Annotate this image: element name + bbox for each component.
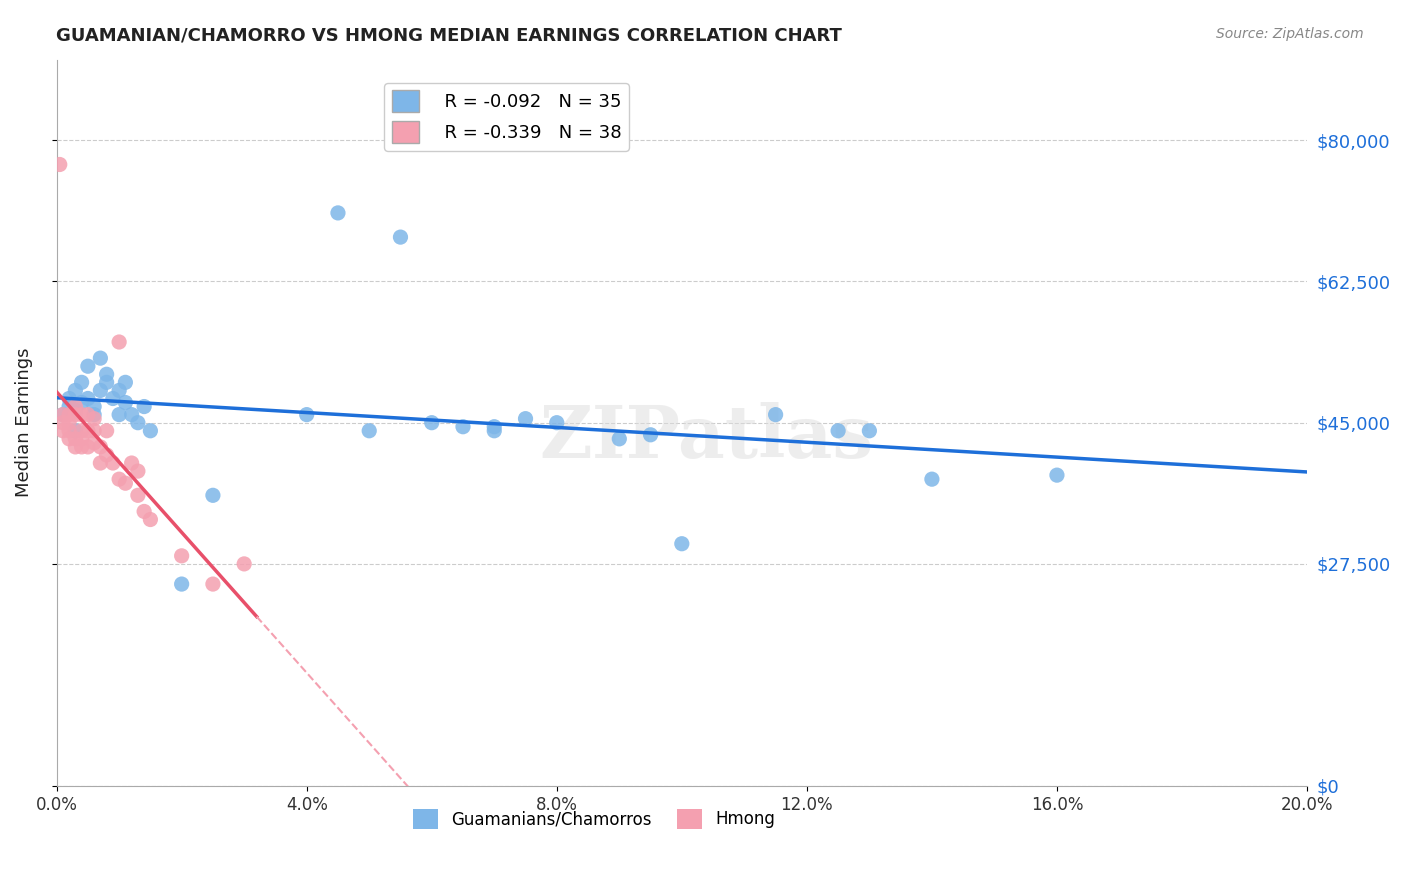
Point	[359, 424, 381, 438]
Point	[65, 432, 87, 446]
Point	[96, 368, 118, 382]
Point	[114, 395, 136, 409]
Point	[76, 424, 98, 438]
Point	[420, 416, 443, 430]
Point	[58, 400, 80, 414]
Point	[233, 557, 256, 571]
Point	[83, 411, 105, 425]
Point	[389, 230, 412, 244]
Point	[114, 476, 136, 491]
Point	[114, 376, 136, 390]
Point	[139, 424, 162, 438]
Point	[134, 504, 156, 518]
Point	[83, 408, 105, 422]
Point	[76, 392, 98, 406]
Point	[76, 359, 98, 374]
Point	[139, 512, 162, 526]
Point	[484, 419, 506, 434]
Point	[108, 472, 131, 486]
Point	[108, 334, 131, 349]
Point	[101, 392, 124, 406]
Point	[127, 488, 149, 502]
Point	[65, 403, 87, 417]
Point	[201, 488, 224, 502]
Text: ZIPatlas: ZIPatlas	[540, 401, 875, 473]
Point	[170, 577, 193, 591]
Point	[295, 408, 318, 422]
Point	[76, 408, 98, 422]
Point	[451, 419, 474, 434]
Point	[70, 424, 93, 438]
Point	[858, 424, 880, 438]
Point	[65, 440, 87, 454]
Point	[127, 464, 149, 478]
Point	[58, 392, 80, 406]
Point	[96, 376, 118, 390]
Text: GUAMANIAN/CHAMORRO VS HMONG MEDIAN EARNINGS CORRELATION CHART: GUAMANIAN/CHAMORRO VS HMONG MEDIAN EARNI…	[56, 27, 842, 45]
Point	[96, 448, 118, 462]
Point	[546, 416, 568, 430]
Point	[70, 408, 93, 422]
Y-axis label: Median Earnings: Median Earnings	[15, 348, 32, 498]
Point	[671, 537, 693, 551]
Point	[83, 424, 105, 438]
Point	[640, 427, 662, 442]
Point	[52, 408, 75, 422]
Point	[96, 424, 118, 438]
Point	[83, 435, 105, 450]
Point	[170, 549, 193, 563]
Point	[52, 416, 75, 430]
Point	[921, 472, 943, 486]
Point	[1046, 468, 1069, 483]
Point	[108, 384, 131, 398]
Point	[48, 157, 70, 171]
Point	[607, 432, 630, 446]
Point	[89, 456, 111, 470]
Point	[89, 351, 111, 366]
Point	[70, 395, 93, 409]
Point	[201, 577, 224, 591]
Point	[58, 416, 80, 430]
Point	[121, 456, 143, 470]
Point	[70, 376, 93, 390]
Point	[58, 424, 80, 438]
Point	[58, 408, 80, 422]
Point	[65, 408, 87, 422]
Point	[515, 411, 537, 425]
Point	[121, 408, 143, 422]
Point	[108, 408, 131, 422]
Text: Source: ZipAtlas.com: Source: ZipAtlas.com	[1216, 27, 1364, 41]
Point	[65, 400, 87, 414]
Point	[484, 424, 506, 438]
Point	[70, 440, 93, 454]
Point	[76, 440, 98, 454]
Point	[127, 416, 149, 430]
Point	[83, 400, 105, 414]
Point	[52, 424, 75, 438]
Point	[827, 424, 849, 438]
Point	[70, 432, 93, 446]
Point	[52, 408, 75, 422]
Point	[326, 206, 349, 220]
Point	[89, 384, 111, 398]
Point	[65, 424, 87, 438]
Point	[89, 440, 111, 454]
Point	[65, 384, 87, 398]
Legend: Guamanians/Chamorros, Hmong: Guamanians/Chamorros, Hmong	[406, 802, 782, 836]
Point	[134, 400, 156, 414]
Point	[101, 456, 124, 470]
Point	[765, 408, 787, 422]
Point	[58, 432, 80, 446]
